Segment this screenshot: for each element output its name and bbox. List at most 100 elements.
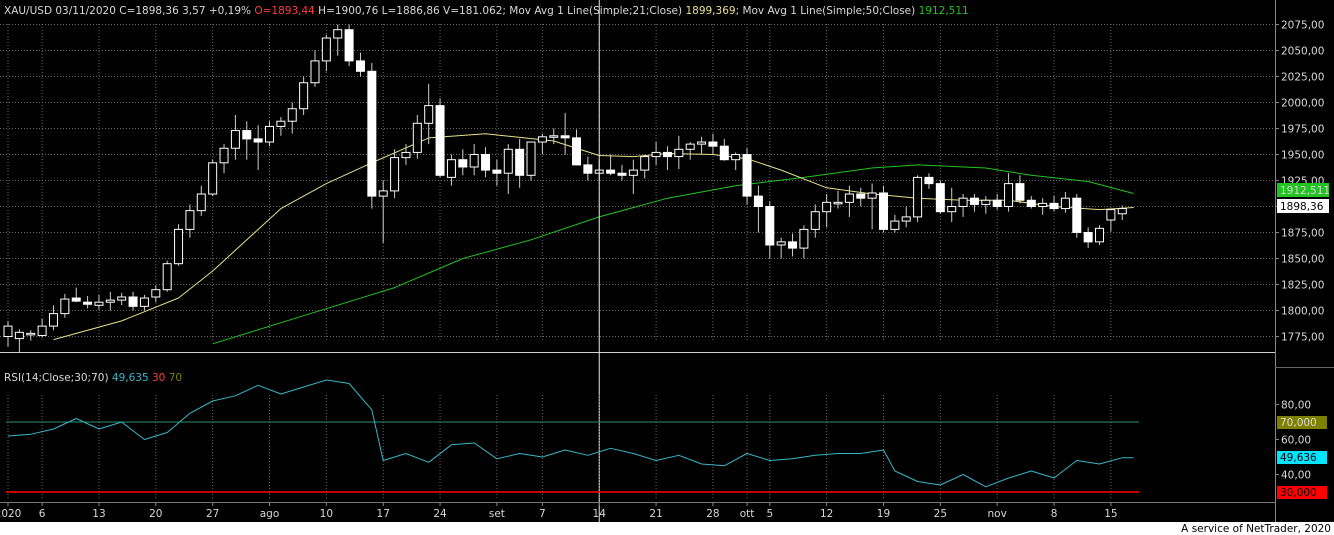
candle bbox=[355, 52, 365, 77]
candle-body-down bbox=[935, 183, 945, 213]
candle-body-up bbox=[833, 201, 843, 205]
candle-body-up bbox=[1004, 183, 1014, 207]
candle-body-up bbox=[913, 176, 923, 218]
candle bbox=[753, 185, 763, 233]
time-tick-label: nov bbox=[988, 508, 1007, 520]
rsi-tick-label: 80,00 bbox=[1281, 400, 1311, 412]
ma50-line bbox=[212, 164, 1134, 345]
candle bbox=[924, 173, 934, 189]
candle bbox=[617, 164, 627, 181]
candle bbox=[878, 185, 888, 233]
candle-body-down bbox=[1083, 232, 1093, 243]
candle bbox=[1072, 194, 1082, 238]
candle bbox=[412, 114, 422, 159]
candle bbox=[572, 129, 581, 166]
candle bbox=[765, 201, 775, 259]
candle-body-up bbox=[105, 299, 115, 303]
candle-body-up bbox=[390, 157, 400, 192]
candle-body-up bbox=[412, 122, 422, 153]
candle bbox=[1026, 196, 1036, 209]
candle bbox=[526, 141, 536, 181]
rsi-value: 49,635 bbox=[112, 372, 149, 384]
candle bbox=[344, 24, 354, 67]
price-tick-label: 1775,00 bbox=[1281, 332, 1324, 344]
rsi-tick-label: 60,00 bbox=[1281, 435, 1311, 447]
candle bbox=[276, 117, 286, 136]
time-tick-label: set bbox=[489, 508, 505, 520]
candle-body-up bbox=[503, 148, 513, 174]
candle-body-up bbox=[469, 154, 479, 168]
candle-body-down bbox=[708, 141, 718, 147]
candle bbox=[867, 183, 877, 230]
candle-body-up bbox=[151, 289, 161, 298]
price-tick-label: 1850,00 bbox=[1281, 254, 1324, 266]
rsi-header: RSI(14;Close;30;70) 49,635 30 70 bbox=[4, 372, 182, 384]
candle bbox=[708, 133, 718, 155]
candle bbox=[788, 233, 798, 257]
price-tick-label: 1975,00 bbox=[1281, 124, 1324, 136]
last-price-axis-value: 1898,36 bbox=[1280, 201, 1324, 213]
rsi-30-axis-value: 30,000 bbox=[1280, 487, 1317, 499]
candle-body-up bbox=[822, 201, 832, 213]
candle bbox=[537, 133, 547, 155]
candle bbox=[230, 114, 240, 160]
candle bbox=[94, 294, 104, 310]
candle-body-down bbox=[765, 206, 775, 246]
candle-body-down bbox=[924, 176, 934, 185]
candle bbox=[128, 291, 138, 311]
rsi-value-axis-value: 49,636 bbox=[1280, 452, 1317, 464]
candle bbox=[321, 34, 331, 72]
candle-body-up bbox=[174, 228, 184, 265]
candle-body-down bbox=[481, 154, 491, 171]
candle-body-down bbox=[742, 154, 752, 197]
candle bbox=[174, 224, 184, 266]
rsi-series bbox=[7, 379, 1134, 488]
candle-body-up bbox=[640, 156, 650, 171]
candle-body-up bbox=[321, 37, 331, 62]
candle bbox=[3, 320, 13, 347]
price-tick-label: 1875,00 bbox=[1281, 228, 1324, 240]
candle-body-down bbox=[753, 195, 763, 208]
candle bbox=[606, 154, 616, 176]
time-tick-label: 7 bbox=[539, 508, 546, 520]
candle-body-down bbox=[1015, 183, 1025, 201]
candle-body-up bbox=[401, 151, 411, 159]
candle bbox=[583, 156, 593, 181]
candle-body-up bbox=[139, 297, 149, 307]
candle-body-up bbox=[162, 263, 172, 291]
candle bbox=[71, 287, 81, 303]
candle-body-down bbox=[355, 60, 365, 72]
candle bbox=[390, 149, 400, 199]
candle-body-up bbox=[230, 130, 240, 149]
time-tick-label: 5 bbox=[766, 508, 773, 520]
candle-body-up bbox=[94, 301, 104, 306]
candle bbox=[674, 135, 684, 170]
candle bbox=[424, 83, 434, 145]
price-tick-label: 2025,00 bbox=[1281, 72, 1324, 84]
candle-body-down bbox=[515, 148, 525, 176]
candle bbox=[685, 142, 695, 160]
time-axis-labels: 2020 6 13 20 27 ago 10 17 24 set 7 14 21 28 ott 5 12 19 25… bbox=[0, 502, 1118, 520]
candle bbox=[1095, 225, 1105, 245]
candle-body-up bbox=[685, 143, 695, 150]
header-close: C=1898,36 3,57 +0,19% bbox=[119, 5, 251, 17]
candle bbox=[117, 292, 127, 306]
candle-body-down bbox=[253, 138, 263, 143]
price-tick-label: 1825,00 bbox=[1281, 280, 1324, 292]
chart-header: XAU/USD 03/11/2020 C=1898,36 3,57 +0,19%… bbox=[4, 5, 969, 17]
candle-body-down bbox=[583, 164, 593, 174]
candle bbox=[446, 154, 456, 186]
candle-body-up bbox=[810, 211, 820, 230]
last-price-axis-label: 1898,36 bbox=[1277, 199, 1329, 213]
candle bbox=[219, 144, 229, 174]
candle bbox=[333, 24, 343, 56]
candle-body-up bbox=[185, 210, 195, 230]
candle-body-down bbox=[367, 70, 377, 197]
rsi-high-level: 70 bbox=[169, 372, 182, 384]
candle-body-down bbox=[617, 172, 627, 176]
time-tick-label: ago bbox=[260, 508, 280, 520]
time-tick-label: 19 bbox=[877, 508, 890, 520]
ma50-series bbox=[212, 164, 1134, 345]
